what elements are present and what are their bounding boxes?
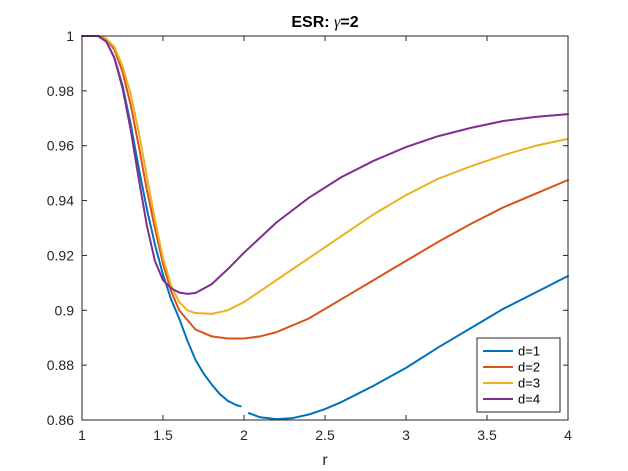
legend-entry-d3: d=3 — [483, 376, 540, 391]
title-gamma-symbol: γ — [334, 14, 341, 31]
x-tick-label: 2.5 — [315, 427, 335, 443]
legend: d=1d=2d=3d=4 — [476, 337, 561, 413]
chart-title: ESR: γ=2 — [291, 14, 358, 31]
x-tick-label: 4 — [564, 427, 572, 443]
series-line-d2 — [81, 35, 569, 340]
x-tick-label: 3 — [402, 427, 410, 443]
y-tick-label: 0.98 — [47, 83, 74, 99]
y-tick-label: 0.94 — [47, 193, 74, 209]
legend-label: d=1 — [518, 344, 540, 359]
title-suffix: =2 — [340, 14, 358, 31]
x-tick-label: 1.5 — [153, 427, 173, 443]
x-tick-label: 3.5 — [477, 427, 497, 443]
series-line-d4 — [81, 35, 569, 295]
y-tick-label: 0.9 — [55, 302, 75, 318]
y-tick-label: 0.86 — [47, 412, 74, 428]
series-line-d3 — [81, 35, 569, 315]
legend-entry-d4: d=4 — [483, 392, 540, 407]
legend-entry-d2: d=2 — [483, 360, 540, 375]
axes-layer: 1 1.5 2 2.5 3 3.5 4 0.86 0.88 0.9 0.92 0.94 0.96 0.98… — [47, 28, 572, 443]
y-tick-label: 0.88 — [47, 357, 74, 373]
title-prefix: ESR: — [291, 14, 334, 31]
legend-label: d=2 — [518, 360, 540, 375]
legend-label: d=3 — [518, 376, 540, 391]
x-axis-label: r — [322, 452, 328, 469]
y-tick-label: 0.96 — [47, 138, 74, 154]
x-tick-label: 1 — [78, 427, 86, 443]
y-tick-label: 1 — [66, 28, 74, 44]
legend-label: d=4 — [518, 392, 540, 407]
x-tick-label: 2 — [240, 427, 248, 443]
series-layer — [81, 35, 569, 421]
legend-entry-d1: d=1 — [483, 344, 540, 359]
y-tick-label: 0.92 — [47, 247, 74, 263]
